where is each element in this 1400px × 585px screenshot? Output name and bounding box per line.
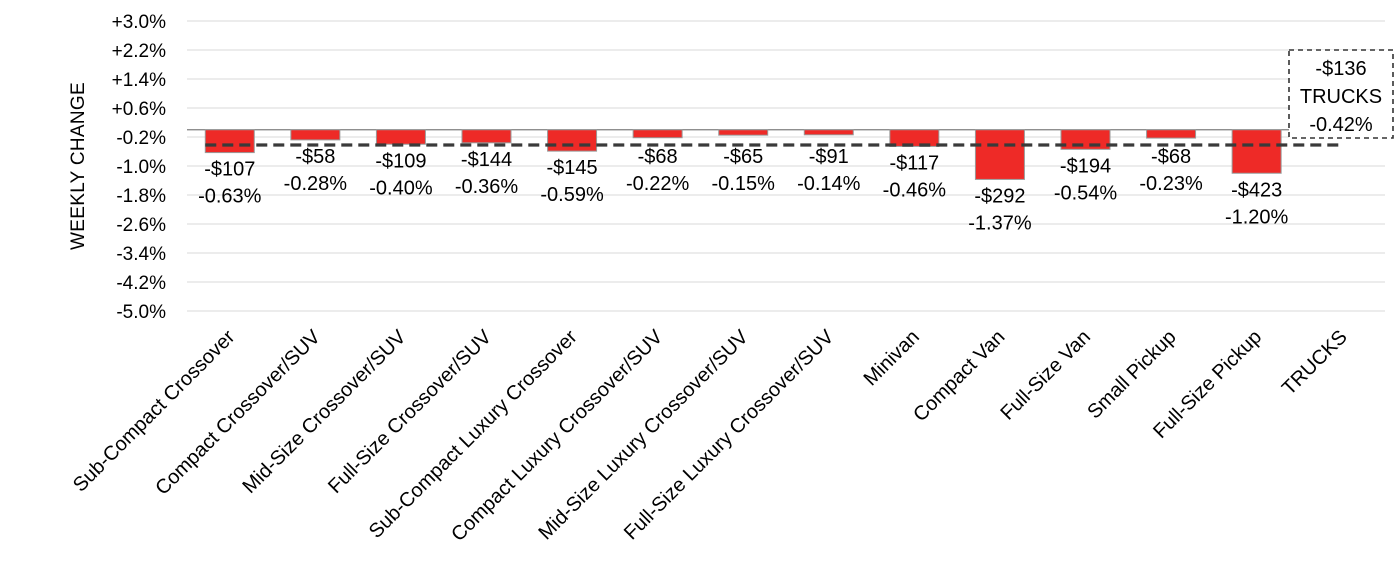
bar	[547, 129, 598, 152]
callout-dollar: -$136	[1315, 58, 1366, 80]
category-label: Compact Van	[909, 326, 1009, 426]
y-tick-label: +1.4%	[112, 70, 167, 91]
data-label-percent: -0.63%	[198, 186, 262, 208]
data-labels: -$107 -0.63% -$58 -0.28% -$109 -0.40% -$144 -0.…	[198, 146, 1288, 235]
data-label-percent: -0.28%	[284, 173, 348, 195]
y-tick-label: +0.6%	[112, 99, 167, 120]
bar	[889, 129, 940, 147]
data-label-dollar: -$117	[890, 152, 940, 174]
bar	[290, 129, 341, 141]
data-label-dollar: -$144	[461, 149, 512, 171]
data-label-dollar: -$58	[295, 146, 335, 168]
trucks-callout: -$136 TRUCKS -0.42%	[1288, 49, 1394, 139]
y-tick-label: -4.2%	[116, 273, 166, 294]
category-label: Full-Size Crossover/SUV	[324, 326, 496, 498]
y-tick-label: -0.2%	[116, 128, 166, 149]
y-tick-label: -1.8%	[116, 186, 166, 207]
bar	[1060, 129, 1111, 150]
callout-percent: -0.42%	[1309, 114, 1373, 136]
data-label-dollar: -$109	[375, 150, 426, 172]
data-label-dollar: -$91	[809, 146, 849, 168]
y-tick-label: +3.0%	[112, 12, 167, 33]
data-label-dollar: -$107	[204, 159, 255, 181]
data-label-percent: -1.37%	[968, 212, 1032, 234]
category-label: Mid-Size Crossover/SUV	[239, 326, 411, 498]
category-label: Small Pickup	[1083, 326, 1180, 423]
bar	[974, 129, 1025, 180]
y-tick-label: -3.4%	[116, 244, 166, 265]
y-axis-ticks: +3.0% +2.2% +1.4% +0.6% -0.2% -1.0% -1.8% -2.6%…	[112, 12, 167, 323]
data-label-dollar: -$423	[1231, 179, 1282, 201]
y-tick-label: +2.2%	[112, 41, 167, 62]
bar	[718, 129, 769, 136]
y-tick-label: -1.0%	[116, 157, 166, 178]
bar	[375, 129, 426, 145]
data-label-percent: -0.23%	[1139, 173, 1203, 195]
bar	[803, 129, 854, 136]
bar	[461, 129, 512, 144]
data-label-dollar: -$292	[974, 185, 1025, 207]
y-tick-label: -5.0%	[116, 302, 166, 323]
data-label-dollar: -$68	[638, 146, 678, 168]
bar	[1231, 129, 1282, 174]
data-label-percent: -0.15%	[712, 173, 776, 195]
bar	[632, 129, 683, 139]
bar	[1146, 129, 1197, 139]
data-label-dollar: -$194	[1060, 155, 1111, 177]
data-label-percent: -0.22%	[626, 173, 690, 195]
bars	[204, 129, 1282, 180]
category-label: Full-Size Van	[996, 326, 1095, 425]
gridlines	[187, 20, 1385, 312]
data-label-dollar: -$65	[723, 146, 763, 168]
category-label: Compact Crossover/SUV	[151, 326, 325, 500]
data-label-dollar: -$68	[1151, 146, 1191, 168]
data-label-percent: -0.59%	[540, 184, 604, 206]
data-label-percent: -0.14%	[797, 173, 861, 195]
callout-box	[1288, 49, 1394, 139]
data-label-percent: -0.36%	[455, 176, 519, 198]
data-label-percent: -0.54%	[1054, 182, 1118, 204]
bar	[204, 129, 255, 154]
data-label-percent: -0.46%	[883, 179, 947, 201]
y-axis-title: WEEKLY CHANGE	[68, 82, 89, 250]
data-label-dollar: -$145	[546, 157, 597, 179]
y-tick-label: -2.6%	[116, 215, 166, 236]
category-label: TRUCKS	[1278, 326, 1352, 400]
callout-segment: TRUCKS	[1300, 86, 1382, 108]
category-label: Minivan	[860, 326, 924, 390]
data-label-percent: -1.20%	[1225, 206, 1289, 228]
category-label: Sub-Compact Crossover	[69, 326, 240, 497]
data-label-percent: -0.40%	[369, 177, 433, 199]
